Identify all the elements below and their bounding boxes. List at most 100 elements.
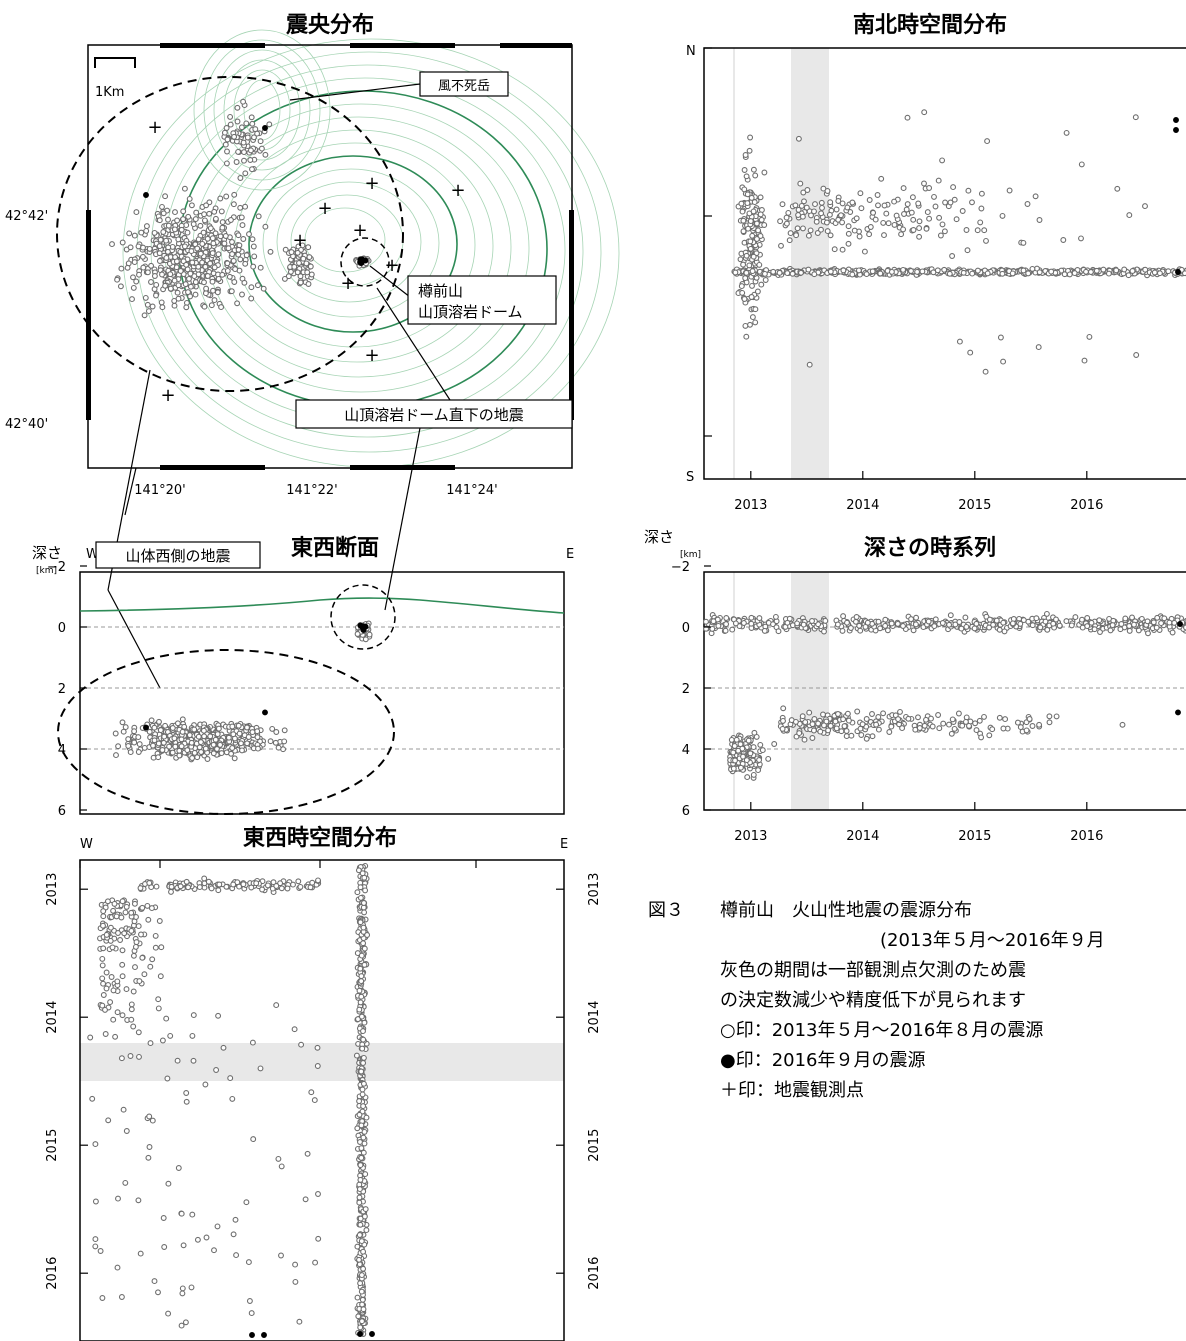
ewt-hypocenter: [356, 987, 363, 994]
map-epicenter: [186, 195, 193, 202]
dt-hypocenter: [848, 732, 855, 739]
ns-hypocenter: [800, 225, 806, 232]
ns-hypocenter: [741, 186, 748, 193]
ns-hypocenter: [969, 199, 975, 206]
map-epicenter: [182, 281, 189, 288]
ewt-hypocenter: [275, 1155, 282, 1162]
ns-hypocenter: [851, 227, 858, 234]
ew-hypocenter: [148, 717, 155, 724]
ewt-hypocenter: [149, 1117, 156, 1124]
ns-hypocenter: [1036, 269, 1043, 276]
ewt-hypocenter: [92, 1236, 99, 1243]
dt-hypocenter: [931, 623, 938, 630]
caption-period: (2013年５月～2016年９月: [880, 930, 1105, 951]
contour-line: [136, 51, 602, 453]
dt-hypocenter: [1063, 618, 1070, 625]
map-epicenter: [178, 226, 185, 233]
ns-time-panel: N S 2013 2014 2015 2016: [686, 44, 1186, 513]
dt-hypocenter: [1046, 713, 1053, 720]
map-epicenter: [209, 278, 216, 285]
ew-hypocenter: [151, 737, 158, 744]
ns-hypocenter: [749, 282, 755, 289]
ewt-hypocenter: [315, 877, 321, 884]
ns-hypocenter: [916, 225, 923, 232]
dt-hypocenter: [877, 625, 884, 632]
ewt-hypocenter: [136, 1053, 142, 1060]
map-epicenter: [231, 279, 238, 285]
ew-hypocenter: [236, 730, 243, 737]
map-epicenter: [109, 241, 115, 248]
map-epicenter: [212, 215, 219, 222]
dome-cluster-outline: [340, 237, 390, 287]
map-epicenter: [237, 204, 244, 211]
ns-hypocenter: [737, 256, 744, 263]
ewt-hypocenter: [119, 961, 126, 968]
dt-hypocenter: [939, 620, 946, 626]
ewt-hypocenter: [359, 1045, 366, 1052]
ns-hypocenter: [965, 187, 972, 194]
dt-hypocenter: [1029, 723, 1036, 729]
map-epicenter: [305, 281, 312, 287]
map-epicenter: [165, 216, 171, 223]
ewt-hypocenter: [302, 1196, 309, 1203]
ewt-hypocenter: [146, 880, 153, 886]
dt-hypocenter: [895, 716, 902, 723]
ns-hypocenter: [752, 306, 759, 313]
ns-hypocenter: [799, 213, 806, 220]
dt-hypocenter: [840, 613, 847, 620]
ewt-year-tick-right: 2013: [587, 873, 602, 906]
ew-hypocenter: [249, 729, 256, 736]
dt-hypocenter: [792, 718, 799, 725]
depth-tick-label: 6: [58, 804, 66, 819]
map-epicenter: [149, 303, 156, 310]
ns-hypocenter: [732, 269, 739, 276]
map-epicenter: [159, 203, 165, 210]
dt-hypocenter: [715, 622, 722, 629]
caption-note-1: 灰色の期間は一部観測点欠測のため震: [720, 960, 1026, 981]
ew-hypocenter: [207, 733, 214, 740]
map-epicenter: [233, 159, 240, 165]
ns-hypocenter: [1025, 270, 1032, 277]
ewt-hypocenter: [146, 1144, 153, 1150]
map-epicenter: [130, 284, 137, 291]
ew-hypocenter: [354, 631, 361, 637]
ns-hypocenter: [746, 147, 753, 154]
ewt-hypocenter: [115, 930, 121, 936]
ewt-hypocenter: [128, 927, 135, 934]
map-epicenter: [145, 308, 152, 315]
ns-hypocenter: [795, 212, 802, 218]
ewt-hypocenter: [99, 975, 106, 982]
ewt-year-tick-right: 2016: [587, 1257, 602, 1290]
dt-hypocenter: [973, 727, 980, 734]
map-epicenter-sep2016: [143, 192, 149, 198]
ew-hypocenter: [155, 740, 162, 747]
map-epicenter: [308, 271, 315, 278]
station-marker: +: [317, 198, 332, 219]
station-marker: +: [364, 173, 379, 194]
ewt-hypocenter: [117, 937, 124, 943]
map-epicenter: [129, 296, 135, 303]
dt-hypocenter: [940, 720, 947, 727]
ns-hypocenter: [999, 270, 1006, 277]
ewt-hypocenter: [100, 908, 107, 915]
ns-hypocenter: [903, 206, 910, 213]
dt-hypocenter: [1119, 721, 1126, 728]
depth-tick-label: 0: [58, 621, 66, 636]
ewt-year-tick-right: 2015: [587, 1129, 602, 1162]
ew-hypocenter: [166, 743, 173, 750]
map-epicenter: [297, 273, 304, 280]
ns-hypocenter: [750, 166, 757, 173]
ewt-hypocenter: [203, 1234, 210, 1241]
dt-hypocenter: [844, 710, 851, 717]
ewt-hypocenter: [118, 914, 125, 921]
map-epicenter: [174, 217, 181, 224]
ns-hypocenter: [753, 220, 760, 227]
dt-hypocenter: [853, 614, 860, 620]
map-epicenter: [307, 263, 314, 270]
dt-hypocenter: [971, 625, 978, 632]
ns-hypocenter: [1078, 235, 1084, 242]
ns-hypocenter: [910, 216, 917, 223]
ewt-hypocenter: [362, 1171, 369, 1178]
map-epicenter: [156, 243, 163, 250]
ns-hypocenter: [845, 240, 852, 247]
